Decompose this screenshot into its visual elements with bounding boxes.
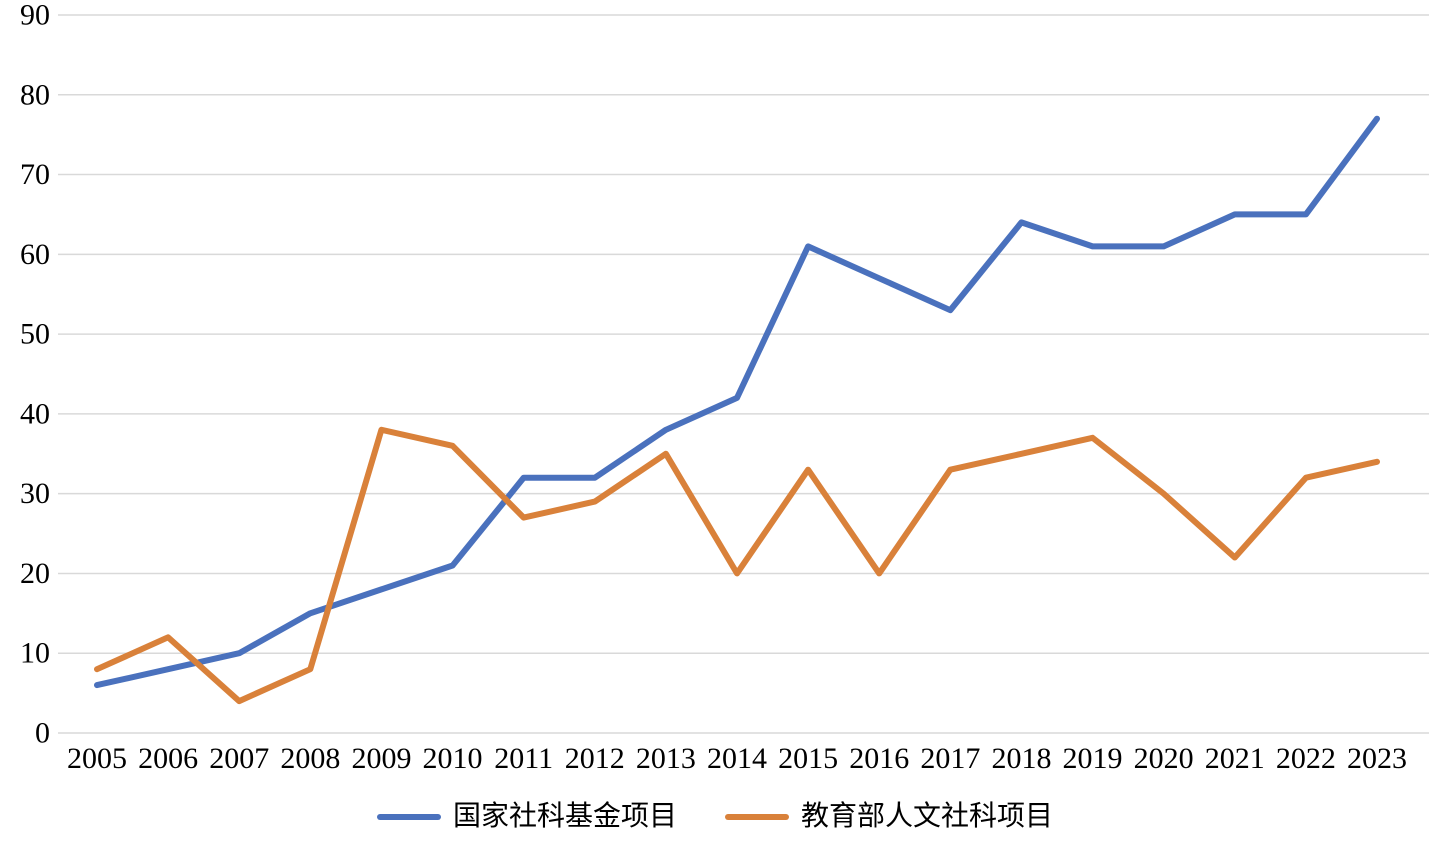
x-tick-label-2018: 2018 [991,742,1051,775]
x-tick-label-2020: 2020 [1134,742,1194,775]
series1-label: 国家社科基金项目 [452,801,677,832]
chart-legend: 国家社科基金项目 教育部人文社科项目 [0,796,1430,838]
x-tick-label-2022: 2022 [1276,742,1336,775]
x-tick-label-2007: 2007 [209,742,269,775]
x-tick-label-2016: 2016 [849,742,909,775]
x-tick-label-2015: 2015 [778,742,838,775]
x-tick-label-2010: 2010 [423,742,483,775]
x-tick-label-2011: 2011 [494,742,553,775]
x-tick-label-2012: 2012 [565,742,625,775]
x-tick-label-2009: 2009 [351,742,411,775]
y-tick-label-30: 30 [20,477,50,510]
y-tick-label-60: 60 [20,238,50,271]
y-tick-label-70: 70 [20,158,50,191]
plot-area: 0 10 20 30 40 50 60 70 80 90 2005 2006 2007 2008 2009 2… [20,0,1429,775]
x-tick-label-2017: 2017 [920,742,980,775]
x-tick-label-2014: 2014 [707,742,767,775]
y-tick-label-40: 40 [20,397,50,430]
series2-label: 教育部人文社科项目 [801,801,1054,832]
series1-line-swatch [376,814,441,820]
x-tick-label-2005: 2005 [67,742,127,775]
x-tick-label-2019: 2019 [1063,742,1123,775]
x-tick-label-2013: 2013 [636,742,696,775]
series-line-1 [94,115,1380,689]
x-tick-label-2023: 2023 [1347,742,1407,775]
y-tick-label-90: 90 [20,0,50,32]
x-tick-label-2006: 2006 [138,742,198,775]
x-tick-label-2021: 2021 [1205,742,1265,775]
y-tick-label-10: 10 [20,637,50,670]
legend-item-series2: 教育部人文社科项目 [725,803,1053,831]
legend-item-series1: 国家社科基金项目 [376,801,677,832]
series-line-2 [94,426,1380,705]
y-tick-label-50: 50 [20,318,50,351]
y-tick-label-0: 0 [35,717,50,750]
series2-line-swatch [725,814,789,820]
x-tick-label-2008: 2008 [280,742,340,775]
y-tick-label-80: 80 [20,78,50,111]
y-tick-label-20: 20 [20,557,50,590]
